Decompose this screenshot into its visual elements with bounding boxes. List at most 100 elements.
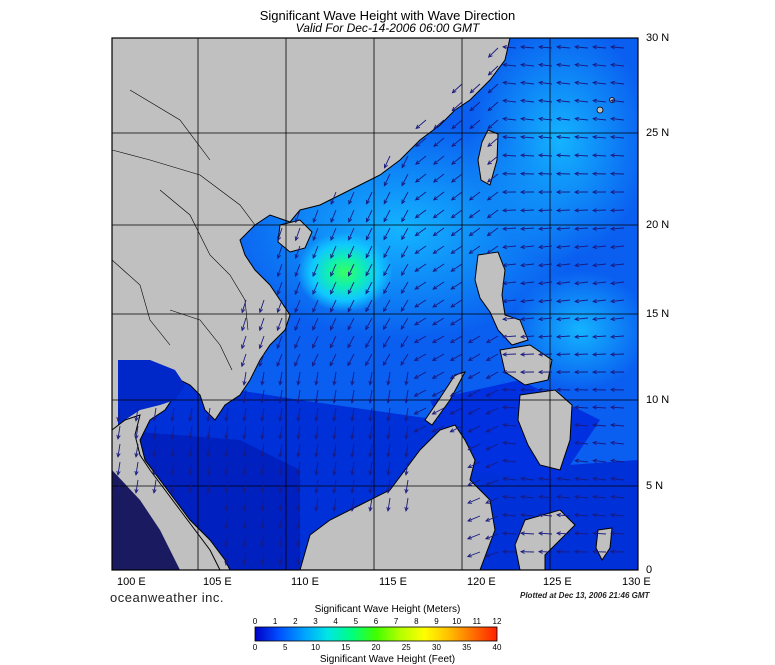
wave-arrow-head [485, 339, 491, 344]
wave-arrow-head [242, 398, 247, 404]
wave-arrow [312, 317, 319, 331]
wave-arrow [432, 335, 445, 344]
wave-arrow-head [574, 513, 579, 518]
wave-arrow [297, 425, 301, 439]
wave-arrow [574, 532, 589, 535]
wave-arrow [279, 443, 283, 457]
wave-arrow-head [433, 142, 439, 147]
wave-arrow-head [400, 360, 405, 366]
wave-arrow-head [312, 343, 317, 349]
wave-arrow [520, 532, 535, 535]
wave-arrow-head [432, 303, 438, 308]
wave-arrow-head [485, 481, 491, 486]
wave-arrow-head [610, 80, 616, 85]
wave-arrow [592, 406, 607, 409]
wave-arrow [171, 443, 175, 457]
wave-arrow-head [365, 235, 370, 241]
wave-arrow-head [556, 135, 561, 140]
wave-arrow [451, 191, 463, 201]
wave-arrow [153, 443, 157, 457]
wave-arrow-head [278, 380, 283, 386]
wave-arrow [521, 299, 535, 302]
wave-arrow [521, 478, 535, 481]
wave-arrow [593, 335, 607, 338]
wave-arrow-head [432, 321, 437, 326]
wave-arrow [469, 119, 481, 129]
wave-arrow-head [556, 226, 561, 231]
wave-arrow [451, 227, 463, 236]
wave-arrow-head [413, 339, 419, 344]
lon-label: 120 E [467, 576, 496, 588]
wave-arrow-head [556, 62, 561, 68]
wave-arrow [470, 83, 481, 94]
wave-arrow [277, 263, 283, 277]
wave-arrow-head [278, 560, 283, 566]
wave-arrow-head [502, 281, 508, 286]
wave-arrow [451, 137, 463, 147]
wave-arrow-head [347, 325, 352, 331]
wave-arrow [487, 191, 499, 201]
wave-arrow-head [467, 374, 473, 379]
wave-arrow-head [591, 171, 597, 176]
wave-arrow-head [404, 488, 409, 494]
wave-arrow [277, 317, 283, 331]
wave-arrow-head [520, 226, 525, 231]
wave-arrow [575, 299, 589, 302]
wave-arrow [432, 263, 445, 272]
feet-tick-label: 20 [371, 643, 381, 652]
wave-arrow [487, 227, 499, 236]
wave-arrow-head [520, 116, 525, 122]
wave-arrow-head [538, 262, 544, 268]
wave-arrow-head [485, 464, 491, 468]
wave-arrow [312, 227, 319, 241]
wave-arrow [261, 497, 265, 511]
wave-arrow [575, 82, 589, 85]
wave-arrow-head [242, 506, 247, 512]
wave-arrow [276, 335, 283, 349]
wave-arrow [295, 209, 301, 223]
wave-arrow-head [519, 549, 525, 554]
wave-arrow-head [260, 416, 265, 422]
wave-arrow-head [592, 513, 597, 518]
wave-arrow-head [350, 452, 355, 458]
wave-arrow [611, 100, 625, 103]
wave-arrow-head [276, 290, 281, 296]
wave-arrow [575, 46, 589, 49]
wave-arrow-head [329, 343, 334, 349]
wave-arrow-head [431, 410, 437, 415]
wave-arrow [117, 407, 121, 421]
wave-arrow-head [519, 189, 525, 195]
wave-arrow-head [450, 267, 456, 272]
wave-arrow [485, 515, 499, 522]
max-wave-center [297, 232, 393, 312]
wave-arrow-head [240, 344, 246, 350]
wave-arrow [225, 551, 229, 565]
wave-arrow-head [314, 452, 319, 458]
wave-arrow [433, 119, 445, 129]
wave-arrow-head [401, 199, 406, 205]
wave-arrow [279, 515, 283, 529]
wave-arrow [171, 461, 175, 475]
wave-arrow [315, 425, 319, 439]
meter-tick-label: 5 [353, 617, 359, 626]
wave-arrow-head [574, 298, 580, 304]
wave-arrow-head [312, 289, 317, 295]
wave-arrow [593, 496, 607, 499]
wave-arrow [261, 479, 265, 493]
wave-arrow [432, 407, 445, 415]
wave-arrow [469, 245, 481, 254]
meter-tick-label: 0 [252, 617, 258, 626]
wave-arrow-head [365, 361, 370, 367]
wave-arrow-head [538, 116, 543, 122]
wave-arrow-head [224, 542, 229, 548]
wave-arrow [117, 479, 121, 493]
wave-arrow [348, 245, 355, 258]
wave-arrow [369, 479, 373, 493]
wave-arrow-head [556, 513, 561, 518]
wave-arrow [279, 389, 283, 403]
wave-arrow-head [450, 321, 455, 326]
wave-arrow [488, 83, 499, 94]
wave-arrow [401, 263, 409, 276]
wave-arrow [610, 154, 625, 157]
wave-arrow [557, 299, 571, 302]
